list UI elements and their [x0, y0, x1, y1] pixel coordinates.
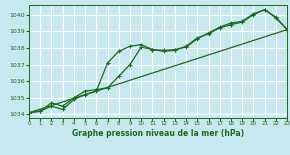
X-axis label: Graphe pression niveau de la mer (hPa): Graphe pression niveau de la mer (hPa) [72, 129, 244, 138]
